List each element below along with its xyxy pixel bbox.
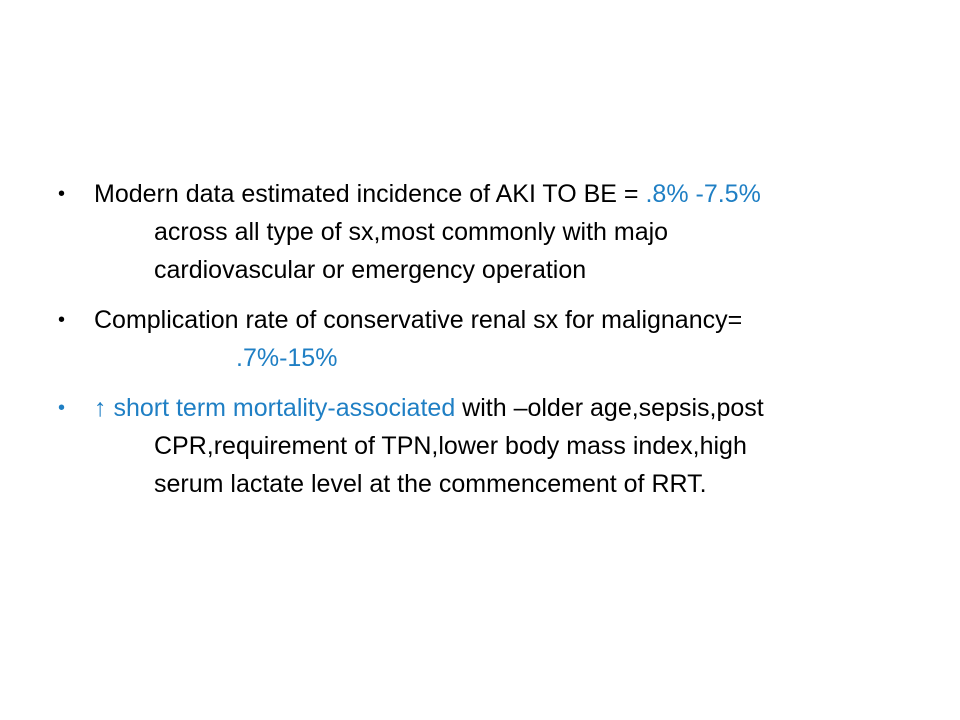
bullet-line: cardiovascular or emergency operation xyxy=(154,256,587,284)
bullet-line: Modern data estimated incidence of AKI T… xyxy=(94,175,918,213)
bullet-dot-icon: • xyxy=(58,309,66,331)
bullet-dot-icon: • xyxy=(58,183,66,205)
bullet-text: Modern data estimated incidence of AKI T… xyxy=(94,180,646,208)
bullet-line: Complication rate of conservative renal … xyxy=(94,306,743,334)
bullet-line: serum lactate level at the commencement … xyxy=(154,470,707,498)
bullet-list: • Modern data estimated incidence of AKI… xyxy=(58,175,918,515)
bullet-item-mortality: • ↑ short term mortality-associated with… xyxy=(58,389,918,503)
bullet-text: with –older age,sepsis,post xyxy=(455,394,764,422)
bullet-line: CPR,requirement of TPN,lower body mass i… xyxy=(154,432,747,460)
mortality-highlight: ↑ short term mortality-associated xyxy=(94,394,456,422)
bullet-dot-icon: • xyxy=(58,397,66,419)
bullet-item-complication-rate: • Complication rate of conservative rena… xyxy=(58,301,918,377)
complication-range: .7%-15% xyxy=(236,344,338,372)
bullet-line: ↑ short term mortality-associated with –… xyxy=(94,389,918,427)
bullet-item-aki-incidence: • Modern data estimated incidence of AKI… xyxy=(58,175,918,289)
bullet-line: across all type of sx,most commonly with… xyxy=(154,218,669,246)
incidence-range: .8% -7.5% xyxy=(645,180,761,208)
